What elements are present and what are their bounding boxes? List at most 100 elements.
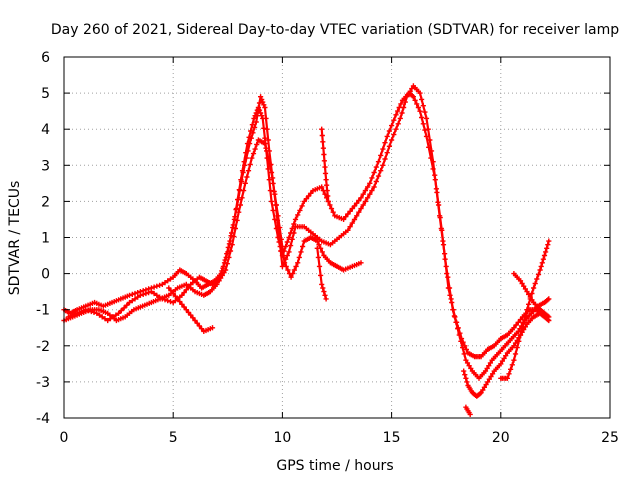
data-point: [110, 314, 116, 320]
data-point: [264, 148, 270, 154]
data-point: [121, 305, 127, 311]
data-point: [194, 320, 200, 326]
data-point: [425, 126, 431, 132]
data-point: [442, 251, 448, 257]
data-point: [460, 345, 466, 351]
data-point: [233, 206, 240, 212]
data-point: [319, 132, 325, 139]
data-point: [222, 257, 228, 263]
data-point: [529, 297, 535, 303]
data-point: [298, 249, 304, 255]
data-point: [283, 243, 289, 250]
y-tick-label: 1: [41, 231, 50, 247]
data-point: [327, 202, 333, 208]
data-point: [151, 290, 157, 297]
data-point: [321, 151, 327, 158]
data-point: [412, 97, 418, 103]
data-point: [322, 292, 328, 298]
data-point: [384, 133, 390, 139]
data-point: [154, 283, 160, 289]
data-point: [399, 110, 405, 116]
data-point: [259, 96, 265, 102]
data-point: [540, 256, 546, 262]
data-point: [463, 357, 469, 363]
data-point: [401, 104, 407, 111]
data-point: [511, 343, 517, 349]
data-point: [546, 238, 552, 244]
data-point: [404, 94, 410, 100]
data-point: [420, 121, 426, 127]
y-tick-label: -2: [36, 339, 50, 355]
data-point: [293, 263, 299, 269]
data-point: [181, 304, 187, 310]
data-point: [227, 238, 233, 244]
data-point: [391, 117, 397, 123]
data-point: [382, 156, 388, 162]
data-point: [319, 249, 325, 255]
data-point: [124, 302, 130, 308]
data-point: [280, 248, 286, 254]
data-point: [270, 207, 276, 213]
data-point: [356, 197, 362, 204]
data-point: [235, 197, 241, 203]
data-point: [386, 128, 392, 134]
data-point: [354, 213, 360, 219]
data-point: [419, 114, 425, 121]
data-point: [531, 285, 537, 291]
data-point: [463, 375, 469, 381]
data-point: [456, 332, 462, 338]
data-point: [545, 242, 551, 248]
data-point: [140, 291, 146, 297]
data-point: [237, 202, 243, 208]
data-point: [538, 263, 544, 269]
data-point: [373, 178, 379, 185]
data-point: [253, 119, 259, 125]
data-point: [261, 102, 267, 108]
data-point: [391, 132, 397, 138]
data-point: [322, 164, 328, 170]
data-point: [314, 238, 320, 244]
data-point: [284, 253, 290, 259]
data-point: [94, 310, 100, 316]
data-point: [386, 143, 392, 149]
data-point: [179, 292, 185, 298]
data-point: [301, 198, 307, 204]
data-point: [367, 191, 373, 197]
data-point: [242, 162, 248, 168]
data-point: [488, 373, 494, 380]
data-point: [481, 384, 487, 390]
data-point: [358, 195, 364, 201]
data-point: [172, 293, 178, 299]
data-point: [270, 180, 276, 186]
data-point: [451, 313, 457, 319]
data-point: [527, 294, 533, 300]
data-point: [519, 326, 525, 332]
data-point: [534, 276, 540, 282]
data-point: [512, 340, 519, 346]
data-point: [345, 227, 351, 233]
data-point: [504, 375, 510, 381]
data-point: [324, 188, 330, 194]
y-tick-label: 6: [41, 50, 50, 66]
data-point: [247, 141, 253, 147]
data-point: [378, 152, 384, 158]
data-point: [223, 267, 229, 273]
data-point: [129, 291, 135, 297]
data-point: [375, 159, 382, 165]
data-point: [432, 172, 438, 178]
data-point: [273, 202, 279, 208]
data-point: [243, 155, 249, 161]
data-point: [506, 371, 512, 377]
data-point: [546, 314, 552, 320]
data-point: [259, 113, 265, 119]
data-point: [244, 174, 250, 180]
data-point: [295, 212, 301, 218]
data-point: [513, 322, 519, 328]
data-point: [219, 272, 225, 278]
data-point: [430, 159, 436, 165]
data-point: [227, 248, 234, 254]
data-point: [484, 365, 490, 371]
data-point: [464, 360, 471, 366]
data-point: [260, 99, 266, 105]
data-point: [167, 276, 174, 282]
